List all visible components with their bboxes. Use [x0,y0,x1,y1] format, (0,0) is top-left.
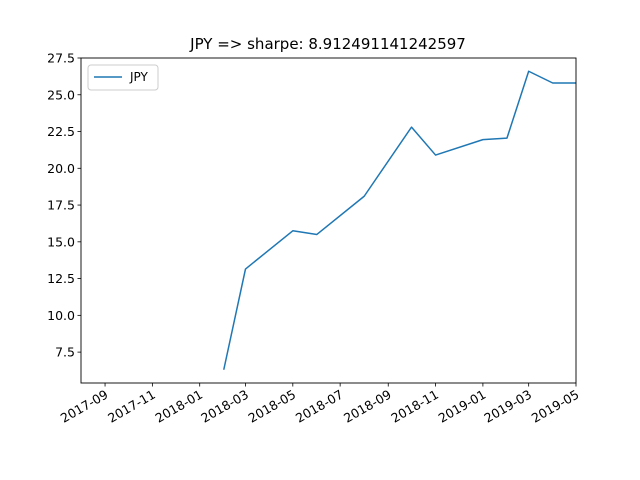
y-tick-label: 20.0 [47,161,75,176]
y-tick-label: 17.5 [47,198,75,213]
y-tick-label: 7.5 [55,345,75,360]
y-tick-label: 25.0 [47,87,75,102]
plot-frame [80,57,577,384]
y-tick-label: 22.5 [47,124,75,139]
y-tick-label: 15.0 [47,234,75,249]
legend: JPY [87,64,159,91]
series-line-jpy [223,70,576,370]
plot-area [81,58,576,383]
series-layer [223,70,576,370]
y-tick-label: 12.5 [47,271,75,286]
y-axis: 7.5 10.0 12.5 15.0 17.5 20.0 22.5 25.0 27.5 [47,51,81,360]
chart-title: JPY => sharpe: 8.912491141242597 [189,35,466,53]
y-tick-label: 27.5 [47,51,75,66]
y-tick-label: 10.0 [47,308,75,323]
legend-box [87,64,159,91]
legend-label-jpy: JPY [129,70,149,84]
